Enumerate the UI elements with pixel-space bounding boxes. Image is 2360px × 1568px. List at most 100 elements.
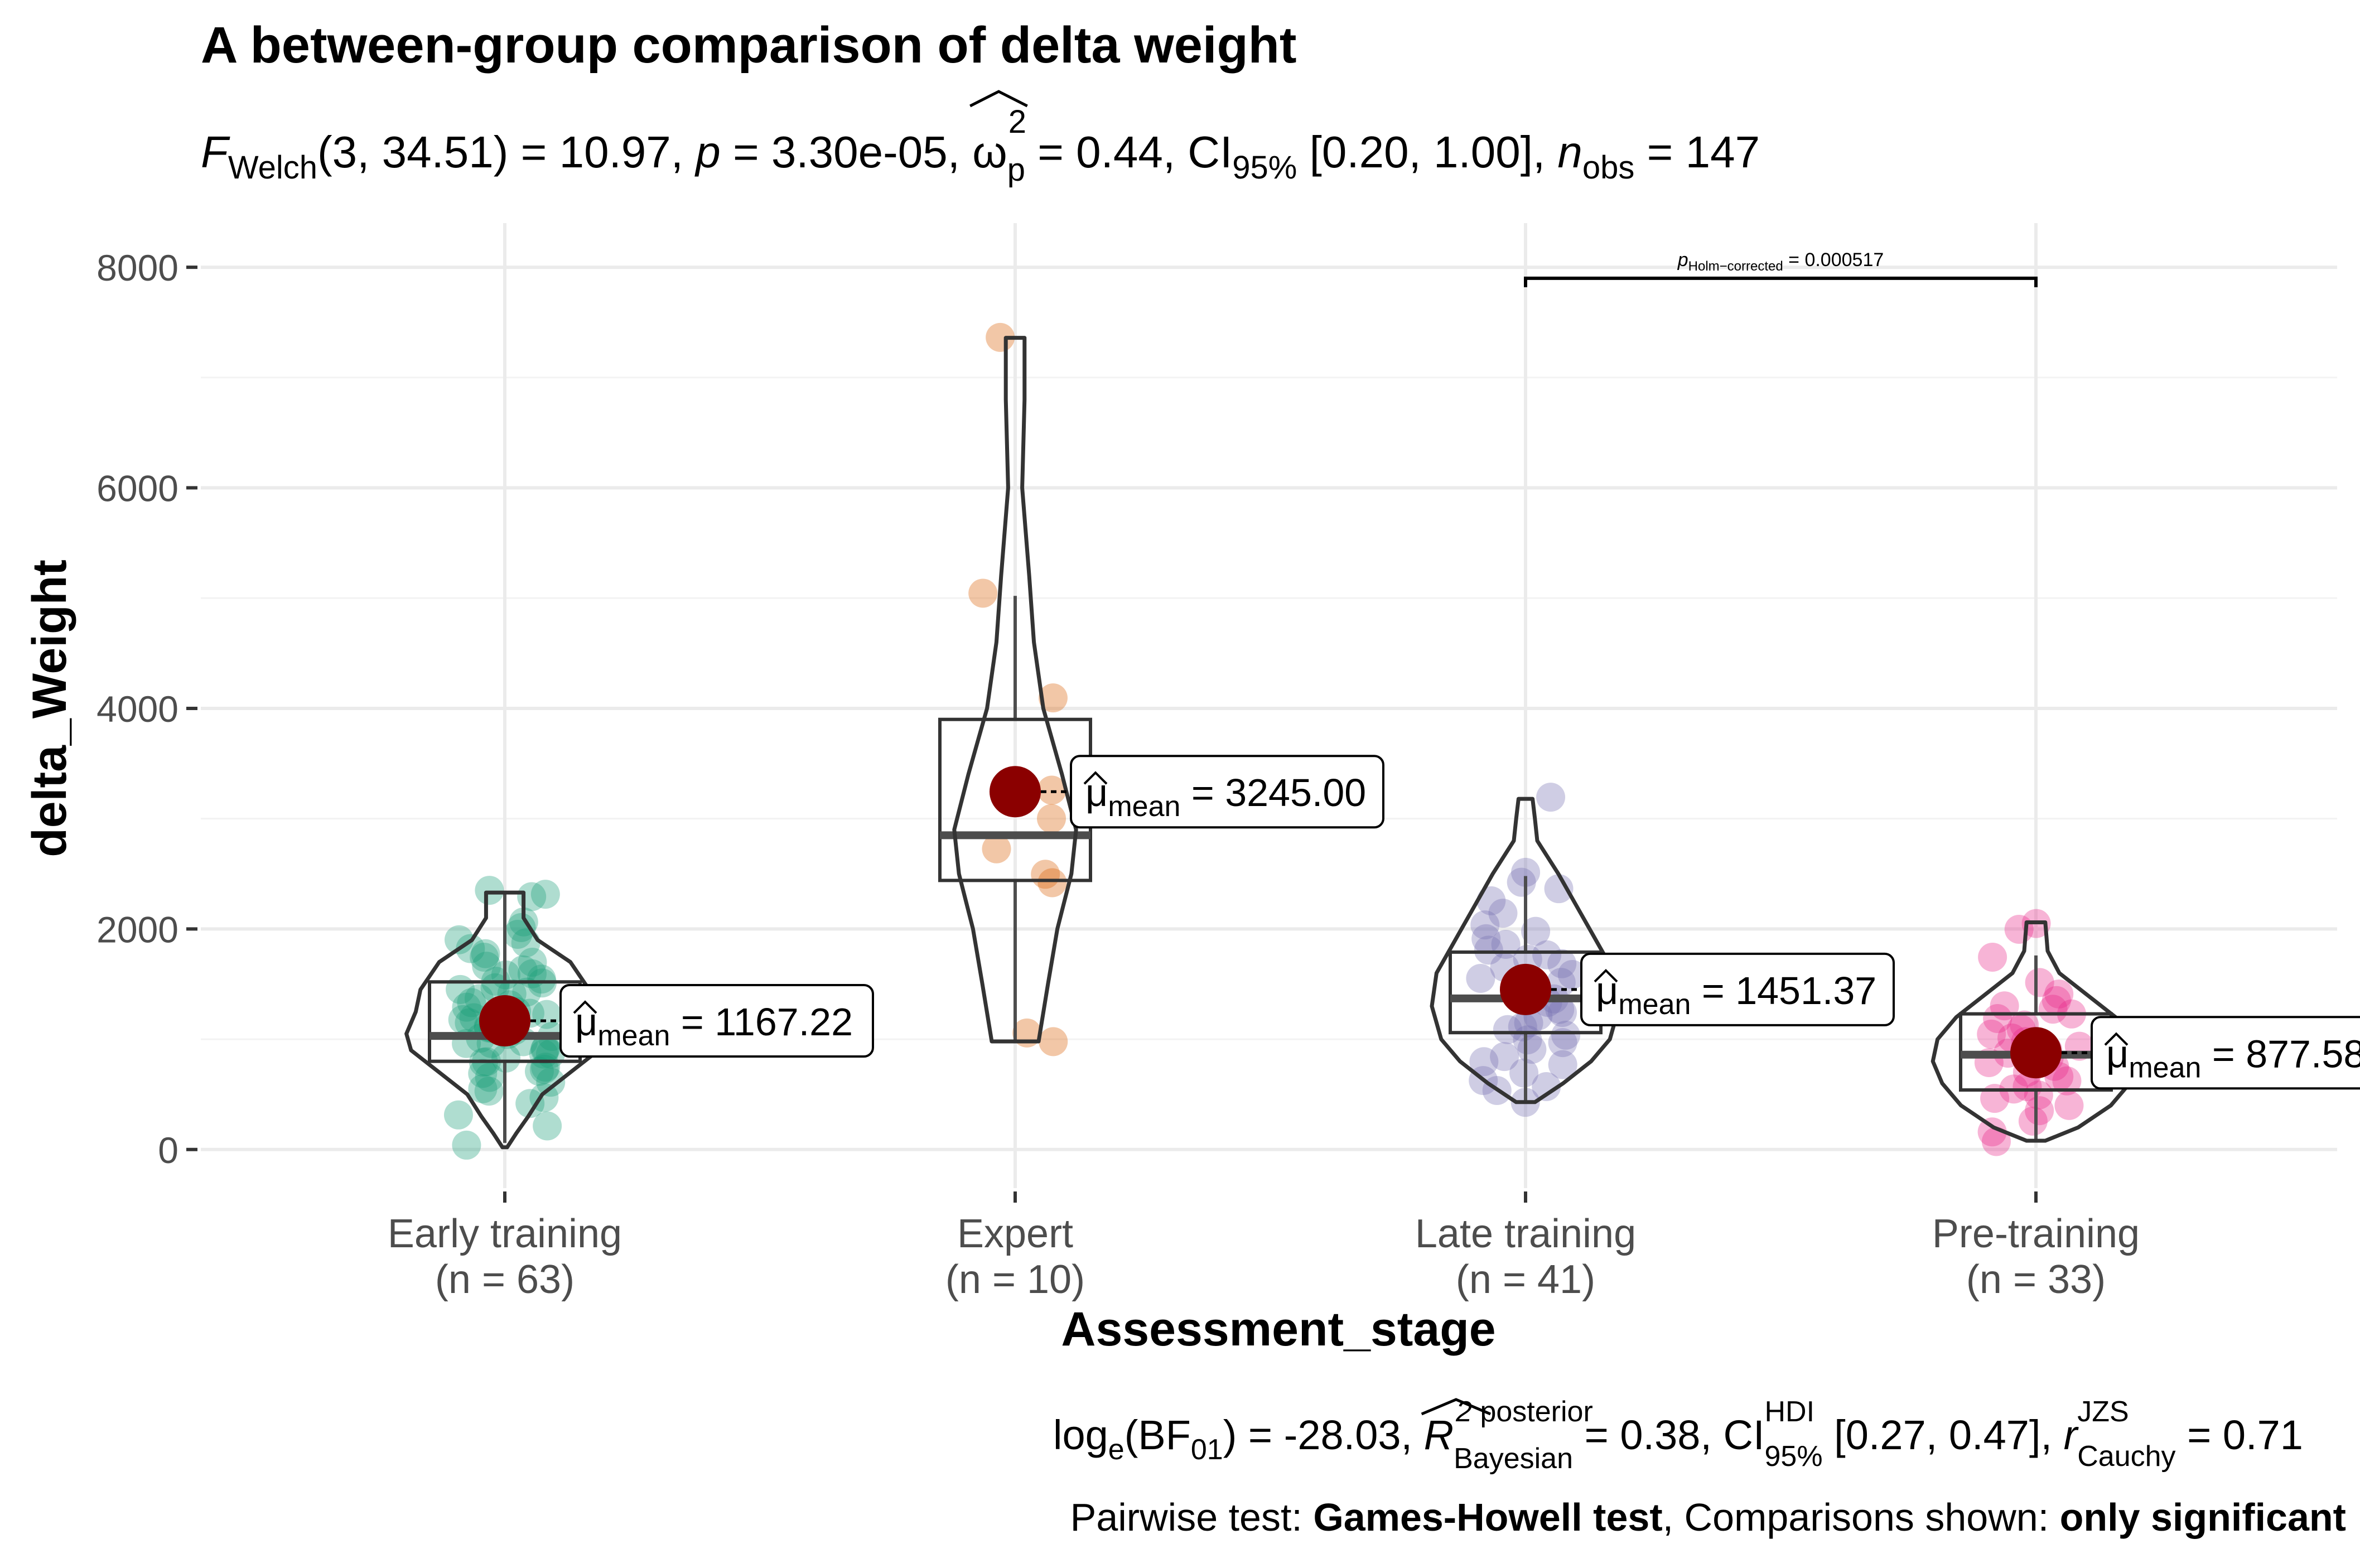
data-point bbox=[2025, 1096, 2054, 1126]
data-point bbox=[1038, 683, 1068, 713]
subtitle-ci-value: [0.20, 1.00], bbox=[1310, 127, 1546, 177]
data-point bbox=[1551, 1020, 1581, 1050]
data-point bbox=[1474, 935, 1503, 965]
mean-point bbox=[2010, 1027, 2062, 1079]
data-point bbox=[1521, 916, 1551, 946]
caption-r-sup: JZS bbox=[2077, 1396, 2129, 1428]
data-point bbox=[524, 1056, 554, 1086]
subtitle-omega-sup: 2 bbox=[1008, 104, 1026, 140]
x-tick-n-label: (n = 10) bbox=[945, 1257, 1085, 1302]
data-point bbox=[1476, 886, 1506, 915]
data-point bbox=[1532, 1072, 1561, 1102]
data-point bbox=[527, 964, 556, 994]
caption-r2-hat bbox=[1421, 1398, 1492, 1416]
data-point bbox=[1039, 1027, 1068, 1056]
x-tick-n-label: (n = 63) bbox=[435, 1257, 575, 1302]
data-point bbox=[468, 1074, 498, 1103]
y-axis: 0 2000 4000 6000 8000 bbox=[96, 247, 197, 1171]
subtitle-p-symbol: p bbox=[694, 127, 721, 177]
data-point bbox=[1547, 949, 1577, 978]
data-point bbox=[448, 1005, 477, 1034]
data-point bbox=[982, 834, 1011, 863]
violin bbox=[404, 890, 605, 1150]
data-point bbox=[2025, 968, 2054, 997]
data-point bbox=[456, 934, 485, 963]
subtitle-p-value: = 3.30e-05, bbox=[733, 127, 960, 177]
mean-hat bbox=[573, 1000, 597, 1014]
data-point bbox=[1532, 940, 1562, 969]
data-point bbox=[1514, 1008, 1543, 1038]
pairwise-comparison: pHolm−corrected = 0.000517 bbox=[1524, 249, 2038, 287]
mean-point bbox=[990, 766, 1041, 818]
violin bbox=[952, 336, 1078, 1044]
data-point bbox=[2054, 1091, 2084, 1120]
data-point bbox=[512, 977, 542, 1007]
x-tick-label: Expert bbox=[957, 1212, 1073, 1256]
mean-label: μmean = 877.58 bbox=[2062, 1016, 2360, 1090]
subtitle-n-value: = 147 bbox=[1647, 127, 1760, 177]
mean-label: μmean = 1451.37 bbox=[1551, 952, 1895, 1026]
data-point bbox=[475, 876, 504, 905]
x-tick-label: Early training bbox=[388, 1212, 622, 1256]
data-point bbox=[506, 913, 536, 942]
data-point bbox=[1978, 942, 2007, 972]
data-point bbox=[443, 1100, 473, 1130]
data-point bbox=[536, 1068, 566, 1097]
mean-point bbox=[479, 995, 530, 1047]
data-point bbox=[531, 1034, 561, 1064]
subtitle-f-value: = 10.97, bbox=[521, 127, 683, 177]
data-point bbox=[508, 955, 538, 985]
mean-label: μmean = 1167.22 bbox=[530, 984, 874, 1058]
subtitle-n-sub: obs bbox=[1582, 149, 1635, 186]
data-point bbox=[444, 925, 474, 954]
mean-hat bbox=[1594, 969, 1618, 983]
data-point bbox=[530, 1035, 559, 1064]
subtitle-f-symbol: F bbox=[201, 127, 230, 177]
subtitle-omega: ω bbox=[972, 127, 1007, 177]
x-axis-title: Assessment_stage bbox=[1061, 1302, 1495, 1356]
mean-label-box bbox=[1070, 755, 1384, 829]
data-point bbox=[1037, 775, 1066, 805]
caption-bayes: loge(BF01) = -28.03, RBayesian = 0.38, C… bbox=[1053, 1412, 2303, 1475]
data-point bbox=[1548, 1028, 1577, 1058]
data-point bbox=[1507, 867, 1536, 897]
data-point bbox=[1977, 1019, 2006, 1049]
mean-point bbox=[1500, 963, 1551, 1015]
x-axis: Early training(n = 63) Expert(n = 10) Late… bbox=[388, 1191, 2140, 1302]
group-expert bbox=[938, 322, 1092, 1056]
x-tick-n-label: (n = 33) bbox=[1966, 1257, 2106, 1302]
subtitle-f-sub: Welch bbox=[228, 149, 317, 186]
mean-label-box bbox=[559, 984, 874, 1058]
mean-label-box bbox=[1580, 952, 1895, 1026]
subtitle-omega-sub: p bbox=[1007, 152, 1025, 188]
data-point bbox=[1536, 783, 1566, 812]
data-point bbox=[457, 988, 486, 1017]
y-tick-label: 4000 bbox=[96, 688, 178, 730]
chart-title: A between-group comparison of delta weig… bbox=[201, 17, 1296, 74]
comparison-bracket bbox=[1524, 276, 2038, 287]
data-point bbox=[1980, 1084, 2010, 1113]
data-point bbox=[1983, 1003, 2012, 1033]
subtitle-df: 3, 34.51 bbox=[332, 127, 494, 177]
caption-r2-sup: 2 posterior bbox=[1455, 1396, 1593, 1428]
data-point bbox=[491, 1043, 521, 1073]
data-point bbox=[455, 1008, 484, 1038]
data-point bbox=[533, 1111, 562, 1141]
data-point bbox=[1544, 874, 1574, 904]
data-point bbox=[503, 919, 533, 949]
data-point bbox=[530, 880, 560, 909]
mean-hat bbox=[1083, 771, 1108, 785]
chart-subtitle: FWelch(3, 34.51) = 10.97, p = 3.30e-05, … bbox=[201, 127, 1760, 188]
data-point bbox=[472, 952, 501, 981]
x-tick-n-label: (n = 41) bbox=[1456, 1257, 1595, 1302]
data-point bbox=[1490, 1042, 1519, 1072]
comparison-label: pHolm−corrected = 0.000517 bbox=[1677, 249, 1884, 274]
data-point bbox=[452, 1130, 481, 1160]
data-point bbox=[1977, 1117, 2007, 1147]
data-point bbox=[1470, 910, 1500, 940]
y-tick-label: 6000 bbox=[96, 468, 178, 509]
data-point bbox=[2004, 915, 2034, 944]
y-axis-title: delta_Weight bbox=[23, 559, 76, 857]
data-point bbox=[475, 1063, 504, 1092]
